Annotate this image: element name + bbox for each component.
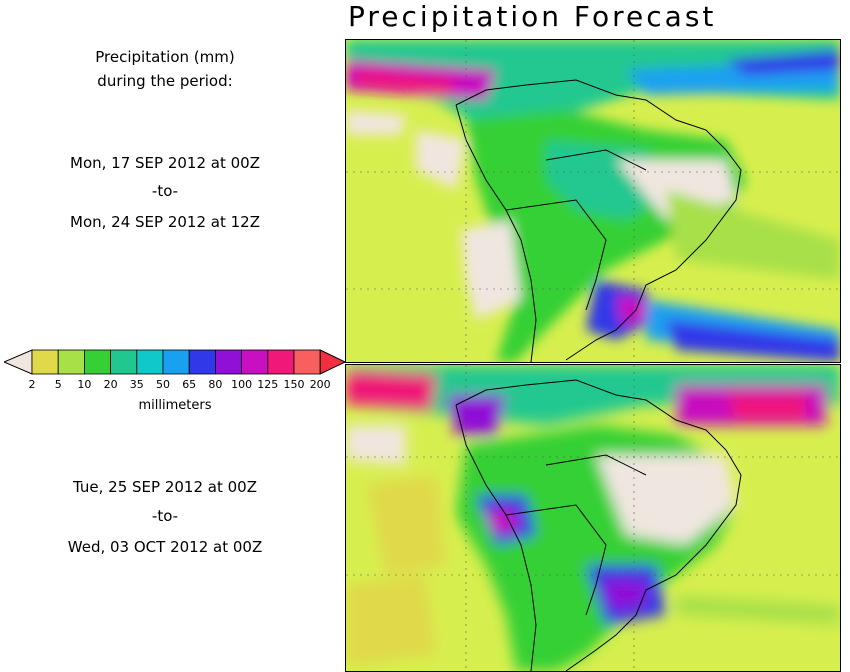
legend-high-arrow (319, 349, 346, 375)
legend-tick-label: 2 (28, 378, 36, 391)
legend-swatch (162, 349, 190, 375)
legend-tick-label: 50 (156, 378, 170, 391)
period2-end: Wed, 03 OCT 2012 at 00Z (67, 538, 263, 556)
legend-swatch (293, 349, 321, 375)
legend-tick-label: 125 (257, 378, 279, 391)
legend-tick-label: 80 (208, 378, 223, 391)
legend-swatch (57, 349, 85, 375)
legend-tick-label: 150 (283, 378, 305, 391)
legend-swatch (267, 349, 295, 375)
forecast-map-period2 (345, 364, 841, 672)
legend-tick-labels: 2 5 10 20 35 50 65 80 100 125 150 200 (0, 378, 340, 394)
legend-tick-label: 20 (103, 378, 118, 391)
legend-swatch (188, 349, 216, 375)
legend-swatch (84, 349, 112, 375)
period2-start: Tue, 25 SEP 2012 at 00Z (73, 478, 257, 496)
legend-swatch (136, 349, 164, 375)
legend-tick-label: 10 (77, 378, 92, 391)
forecast-map-period1 (345, 39, 841, 363)
legend-swatch (241, 349, 269, 375)
color-scale-legend (4, 349, 346, 375)
caption-line2: during the period: (97, 72, 233, 90)
legend-swatch (31, 349, 59, 375)
legend-swatch (214, 349, 242, 375)
legend-tick-label: 65 (182, 378, 197, 391)
legend-low-arrow (4, 349, 33, 375)
caption-line1: Precipitation (mm) (95, 48, 235, 66)
legend-tick-label: 35 (129, 378, 144, 391)
legend-units: millimeters (138, 398, 212, 413)
period1-separator: -to- (151, 182, 179, 200)
legend-tick-label: 5 (54, 378, 62, 391)
chart-title: Precipitation Forecast (348, 0, 717, 33)
period1-start: Mon, 17 SEP 2012 at 00Z (70, 154, 260, 172)
legend-tick-label: 100 (231, 378, 253, 391)
legend-tick-label: 200 (309, 378, 331, 391)
period2-separator: -to- (151, 507, 179, 525)
legend-swatch (110, 349, 138, 375)
period1-end: Mon, 24 SEP 2012 at 12Z (70, 213, 260, 231)
